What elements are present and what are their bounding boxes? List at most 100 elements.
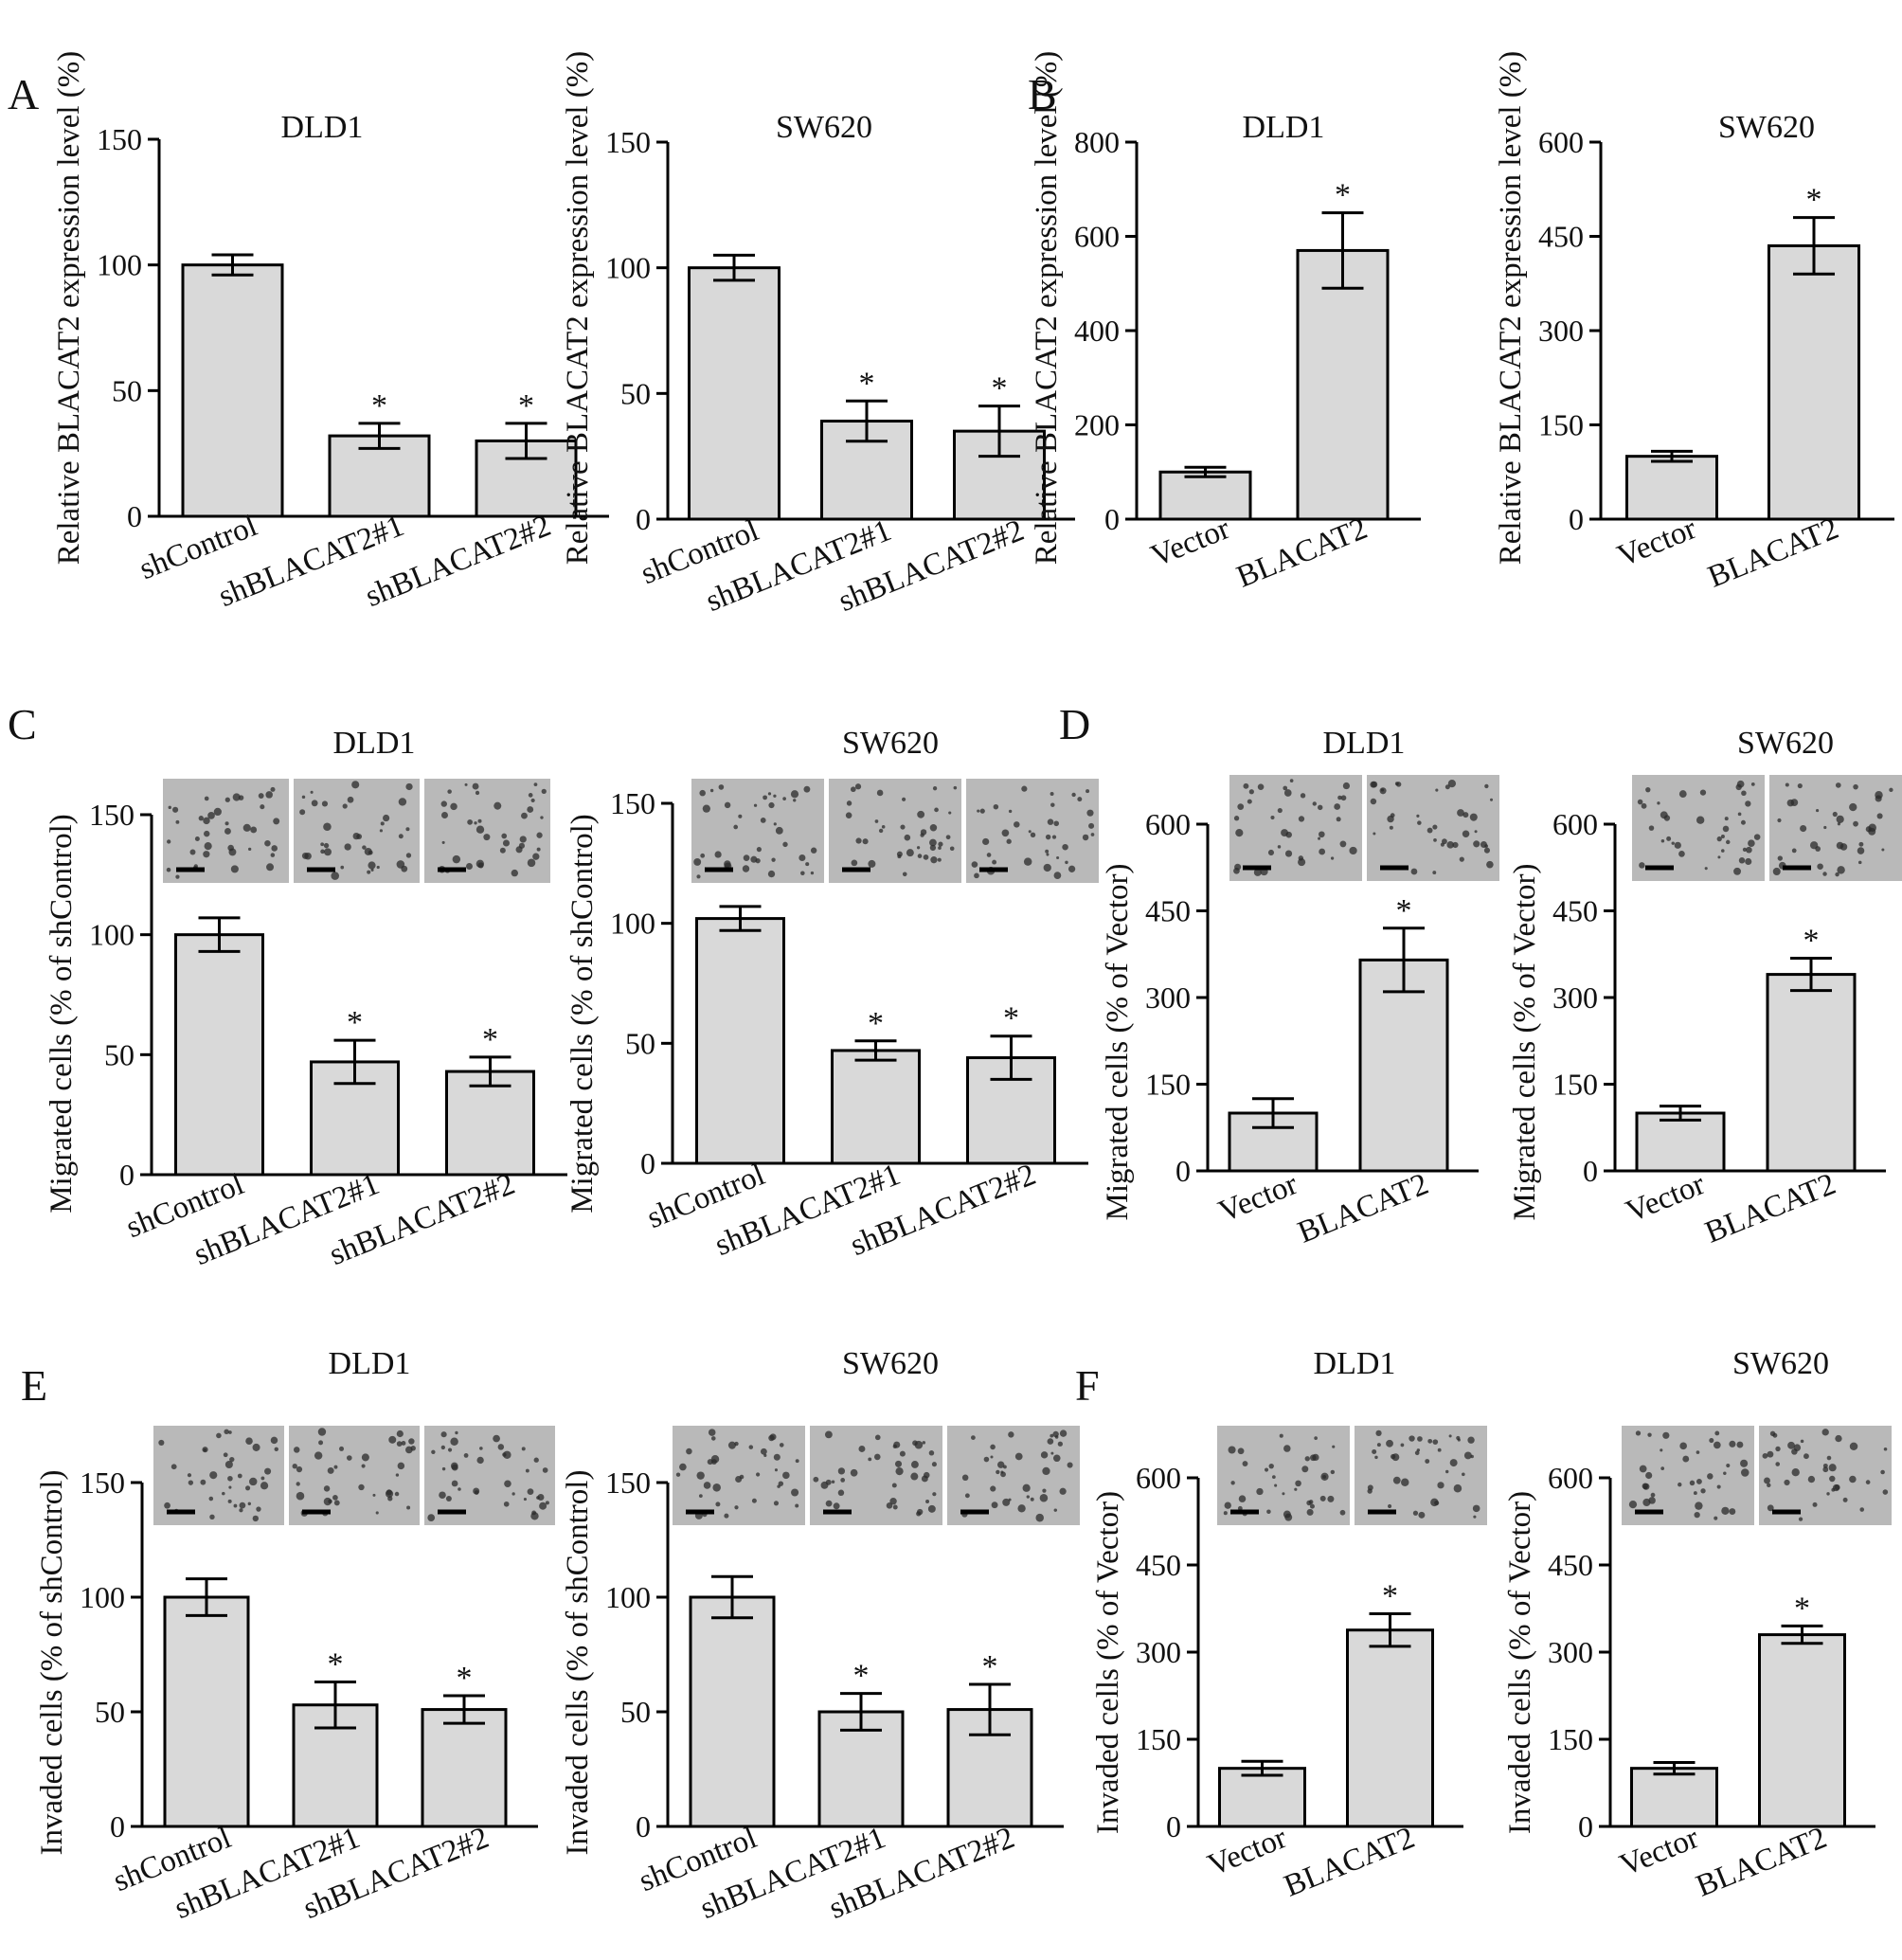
migrated-cell-dot <box>1243 782 1249 789</box>
migrated-cell-dot <box>990 1485 996 1492</box>
migrated-cell-dot <box>427 1514 436 1522</box>
migrated-cell-dot <box>1786 799 1795 807</box>
migrated-cell-dot <box>1059 1487 1067 1495</box>
migrated-cell-dot <box>237 1473 242 1479</box>
migrated-cell-dot <box>1807 1475 1816 1483</box>
migrated-cell-dot <box>1224 1501 1231 1509</box>
migrated-cell-dot <box>712 1483 721 1492</box>
migrated-cell-dot <box>228 1430 232 1434</box>
migrated-cell-dot <box>1047 1438 1054 1445</box>
migrated-cell-dot <box>851 859 858 867</box>
migrated-cell-dot <box>900 824 906 830</box>
migrated-cell-dot <box>931 1462 937 1467</box>
migrated-cell-dot <box>1071 792 1076 798</box>
migrated-cell-dot <box>452 854 461 864</box>
migrated-cell-dot <box>1410 868 1418 875</box>
migrated-cell-dot <box>405 827 410 832</box>
y-tick-label: 0 <box>1578 1809 1593 1843</box>
y-tick-label: 100 <box>610 907 655 941</box>
migrated-cell-dot <box>1043 863 1051 872</box>
migrated-cell-dot <box>1721 1506 1730 1516</box>
migrated-cell-dot <box>938 846 942 850</box>
bar <box>1635 1111 1726 1173</box>
bar <box>1218 1767 1306 1828</box>
y-tick-label: 300 <box>1538 314 1584 348</box>
migrated-cell-dot <box>203 817 210 825</box>
migrated-cell-dot <box>773 1501 780 1506</box>
migrated-cell-dot <box>1469 813 1478 821</box>
migrated-cell-dot <box>405 782 413 791</box>
migrated-cell-dot <box>464 782 468 786</box>
panel-letter: C <box>8 700 37 748</box>
migrated-cell-dot <box>1453 1483 1462 1493</box>
migrated-cell-dot <box>793 799 797 802</box>
migrated-cell-dot <box>1371 781 1378 788</box>
migrated-cell-dot <box>1483 847 1491 854</box>
migrated-cell-dot <box>1726 839 1731 845</box>
migrated-cell-dot <box>175 819 180 824</box>
migrated-cell-dot <box>1473 1515 1477 1519</box>
migrated-cell-dot <box>475 790 480 796</box>
migrated-cell-dot <box>760 818 766 823</box>
migrated-cell-dot <box>868 859 876 868</box>
migrated-cell-dot <box>339 1446 345 1451</box>
migrated-cell-dot <box>258 793 264 799</box>
chart-2: DLD1 0 200 400 600 800 Relative BLACAT2 expres… <box>1030 51 1421 595</box>
migrated-cell-dot <box>1459 856 1464 862</box>
migrated-cell-dot <box>293 1447 300 1453</box>
migrated-cell-dot <box>1223 1511 1228 1516</box>
y-tick-label: 300 <box>1552 980 1598 1015</box>
migrated-cell-dot <box>479 1447 483 1450</box>
migrated-cell-dot <box>710 1436 716 1441</box>
y-tick-label: 300 <box>1145 980 1191 1015</box>
migrated-cell-dot <box>895 1467 904 1476</box>
significance-star: * <box>1335 178 1351 213</box>
y-tick-label: 0 <box>1569 502 1584 536</box>
migrated-cell-dot <box>1639 862 1645 869</box>
migrated-cell-dot <box>463 1453 469 1458</box>
y-tick-label: 0 <box>119 1158 135 1192</box>
migrated-cell-dot <box>167 839 171 844</box>
migrated-cell-dot <box>1462 1472 1465 1477</box>
migrated-cell-dot <box>528 792 533 798</box>
migrated-cell-dot <box>545 1501 549 1505</box>
migrated-cell-dot <box>840 1478 846 1483</box>
migrated-cell-dot <box>447 1448 453 1452</box>
migrated-cell-dot <box>1767 1504 1774 1512</box>
migrated-cell-dot <box>1714 1516 1718 1520</box>
migrated-cell-dot <box>1289 779 1294 782</box>
migrated-cell-dot <box>914 1440 924 1449</box>
migrated-cell-dot <box>227 1475 233 1482</box>
migrated-cell-dot <box>1056 855 1060 860</box>
category-label: BLACAT2 <box>1232 512 1373 595</box>
migrated-cell-dot <box>515 846 523 854</box>
migrated-cell-dot <box>813 1476 819 1483</box>
migrated-cell-dot <box>961 1474 969 1482</box>
migrated-cell-dot <box>724 1513 729 1519</box>
micrograph-image <box>1355 1426 1487 1525</box>
migrated-cell-dot <box>351 781 360 789</box>
migrated-cell-dot <box>367 870 371 874</box>
migrated-cell-dot <box>1387 1503 1392 1509</box>
migrated-cell-dot <box>756 847 762 853</box>
migrated-cell-dot <box>696 1471 705 1480</box>
migrated-cell-dot <box>700 853 706 858</box>
migrated-cell-dot <box>1722 825 1730 833</box>
migrated-cell-dot <box>476 1456 484 1465</box>
migrated-cell-dot <box>296 1491 305 1501</box>
migrated-cell-dot <box>1484 844 1489 849</box>
migrated-cell-dot <box>894 1460 903 1467</box>
migrated-cell-dot <box>1017 1504 1026 1513</box>
migrated-cell-dot <box>1835 782 1841 788</box>
migrated-cell-dot <box>1053 872 1062 880</box>
migrated-cell-dot <box>1376 1443 1381 1448</box>
migrated-cell-dot <box>1645 1471 1653 1480</box>
migrated-cell-dot <box>1337 795 1342 800</box>
bar <box>1625 455 1718 521</box>
migrated-cell-dot <box>1042 1488 1047 1493</box>
migrated-cell-dot <box>733 824 739 830</box>
chart-3: SW620 0 150 300 450 600 Relative BLACAT2 expre… <box>1494 51 1894 595</box>
migrated-cell-dot <box>1023 857 1032 866</box>
migrated-cell-dot <box>1837 866 1845 874</box>
migrated-cell-dot <box>899 1450 906 1457</box>
